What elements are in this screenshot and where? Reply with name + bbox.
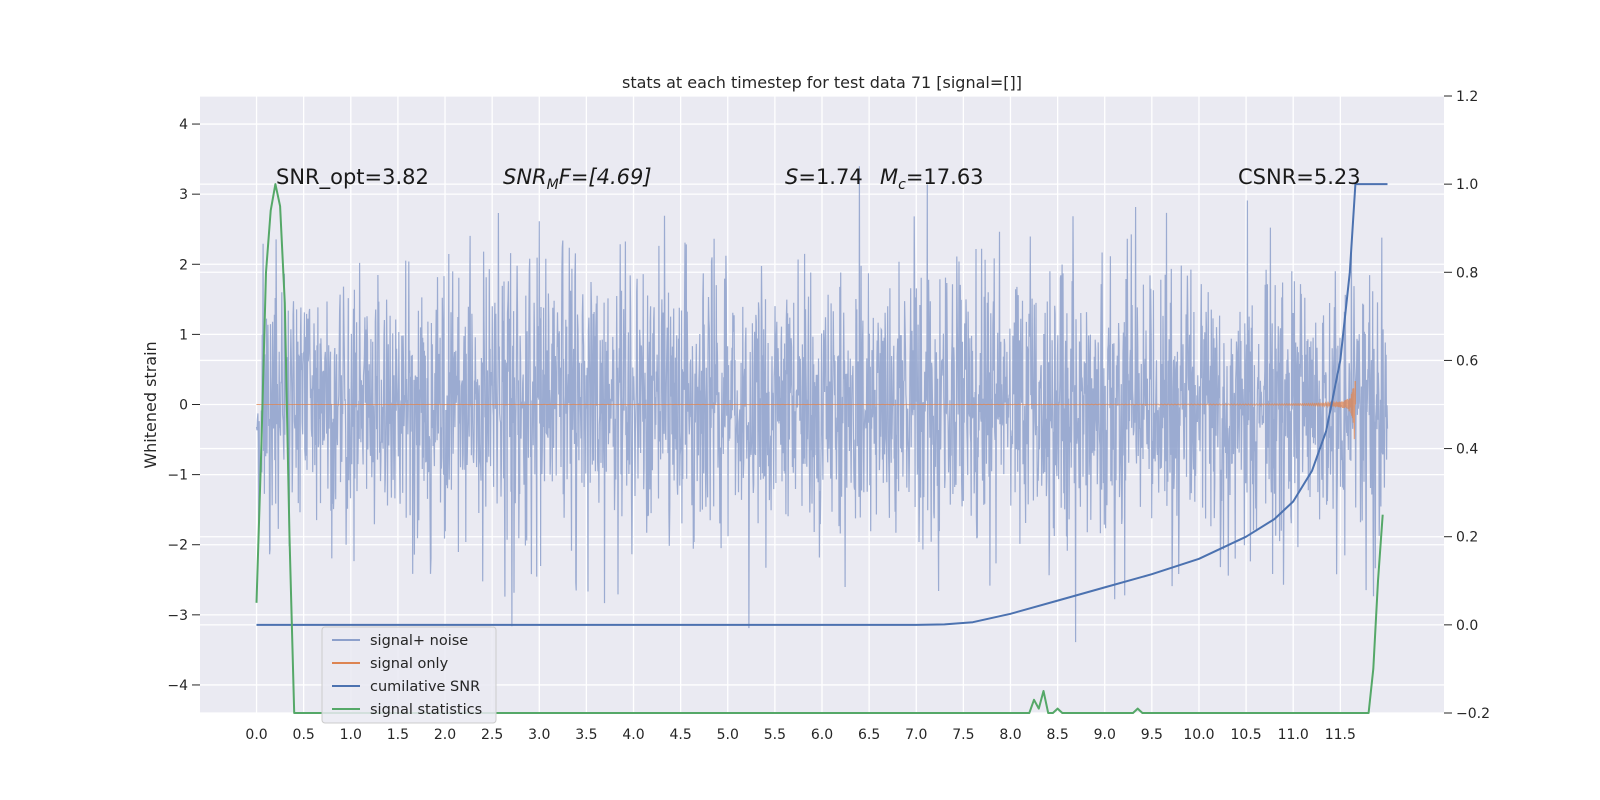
annotation-mc-label: M bbox=[880, 165, 898, 189]
x-tick-label: 9.0 bbox=[1094, 727, 1116, 743]
annotations: SNR_opt=3.82 SNRMF=[4.69] S=1.74 Mc=17.6… bbox=[276, 165, 1361, 193]
y-tick-label: −4 bbox=[167, 678, 188, 694]
y-tick-label: 1 bbox=[179, 327, 188, 343]
x-axis: 0.0 0.5 1.0 1.5 2.0 2.5 3.0 3.5 4.0 4.5 5.0 5.5 6.0 6… bbox=[245, 727, 1356, 743]
y-axis-title: Whitened strain bbox=[141, 341, 160, 468]
annotation-s: S=1.74 bbox=[785, 165, 863, 189]
x-tick-label: 2.5 bbox=[481, 727, 503, 743]
legend-label-signal-plus-noise: signal+ noise bbox=[370, 633, 468, 649]
y-tick-label: 4 bbox=[179, 117, 188, 133]
annotation-snr-mf-sub: M bbox=[547, 177, 559, 193]
annotation-s-label: S bbox=[785, 165, 798, 189]
annotation-snr-mf-rest: F=[4.69] bbox=[559, 165, 652, 189]
x-tick-label: 11.5 bbox=[1325, 727, 1356, 743]
x-tick-label: 0.0 bbox=[245, 727, 267, 743]
legend-box bbox=[321, 626, 497, 724]
annotation-mc-value: =17.63 bbox=[906, 165, 984, 189]
series-signal-only bbox=[256, 380, 1356, 440]
legend-label-signal-statistics: signal statistics bbox=[370, 702, 482, 718]
x-tick-label: 0.5 bbox=[293, 727, 315, 743]
annotation-snr-opt: SNR_opt=3.82 bbox=[276, 165, 429, 190]
x-tick-label: 5.0 bbox=[717, 727, 739, 743]
x-tick-label: 9.5 bbox=[1141, 727, 1163, 743]
y-tick-label: −3 bbox=[167, 608, 188, 624]
x-tick-label: 6.5 bbox=[858, 727, 880, 743]
series-lines bbox=[255, 183, 1388, 714]
y2-tick-label: 0.2 bbox=[1456, 530, 1478, 546]
legend: signal+ noise signal only cumilative SNR… bbox=[321, 626, 497, 724]
x-tick-label: 6.0 bbox=[811, 727, 833, 743]
x-tick-label: 8.5 bbox=[1046, 727, 1068, 743]
y-tick-label: 3 bbox=[179, 187, 188, 203]
x-tick-label: 3.0 bbox=[528, 727, 550, 743]
y-tick-label: −1 bbox=[167, 468, 188, 484]
x-tick-label: 7.5 bbox=[952, 727, 974, 743]
annotation-mc: Mc=17.63 bbox=[880, 165, 984, 193]
signal-statistics-line bbox=[255, 183, 1384, 714]
y2-tick-label: −0.2 bbox=[1456, 706, 1490, 722]
y2-tick-label: 0.0 bbox=[1456, 618, 1478, 634]
x-tick-label: 10.5 bbox=[1231, 727, 1262, 743]
annotation-snr-mf: SNRMF=[4.69] bbox=[503, 165, 652, 193]
y-axis-left: −4 −3 −2 −1 0 1 2 3 4 bbox=[167, 117, 200, 694]
y-tick-label: 2 bbox=[179, 257, 188, 273]
x-tick-label: 7.0 bbox=[905, 727, 927, 743]
x-tick-label: 1.0 bbox=[340, 727, 362, 743]
x-tick-label: 4.0 bbox=[622, 727, 644, 743]
x-tick-label: 8.0 bbox=[999, 727, 1021, 743]
y2-tick-label: 0.8 bbox=[1456, 265, 1478, 281]
signal-plus-noise-line bbox=[255, 166, 1389, 643]
annotation-s-value: =1.74 bbox=[798, 165, 862, 189]
y2-tick-label: 0.4 bbox=[1456, 442, 1478, 458]
cumulative-snr-line bbox=[256, 183, 1388, 626]
x-tick-label: 1.5 bbox=[387, 727, 409, 743]
x-tick-label: 10.0 bbox=[1183, 727, 1214, 743]
y-tick-label: −2 bbox=[167, 538, 188, 554]
y2-tick-label: 1.0 bbox=[1456, 177, 1478, 193]
series-signal-plus-noise bbox=[255, 166, 1389, 643]
annotation-mc-sub: c bbox=[898, 177, 906, 193]
legend-label-signal-only: signal only bbox=[370, 656, 449, 672]
chart-title: stats at each timestep for test data 71 … bbox=[622, 73, 1022, 92]
annotation-csnr: CSNR=5.23 bbox=[1238, 165, 1361, 189]
y-tick-label: 0 bbox=[179, 398, 188, 414]
x-tick-label: 2.0 bbox=[434, 727, 456, 743]
y2-tick-label: 1.2 bbox=[1456, 89, 1478, 105]
x-tick-label: 11.0 bbox=[1278, 727, 1309, 743]
y-axis-right: −0.2 0.0 0.2 0.4 0.6 0.8 1.0 1.2 bbox=[1444, 89, 1490, 722]
signal-only-line bbox=[256, 380, 1356, 440]
y2-tick-label: 0.6 bbox=[1456, 353, 1478, 369]
x-tick-label: 4.5 bbox=[670, 727, 692, 743]
x-tick-label: 5.5 bbox=[764, 727, 786, 743]
x-tick-label: 3.5 bbox=[575, 727, 597, 743]
legend-label-cumulative-snr: cumilative SNR bbox=[370, 679, 480, 695]
annotation-snr-mf-main: SNR bbox=[503, 165, 547, 189]
